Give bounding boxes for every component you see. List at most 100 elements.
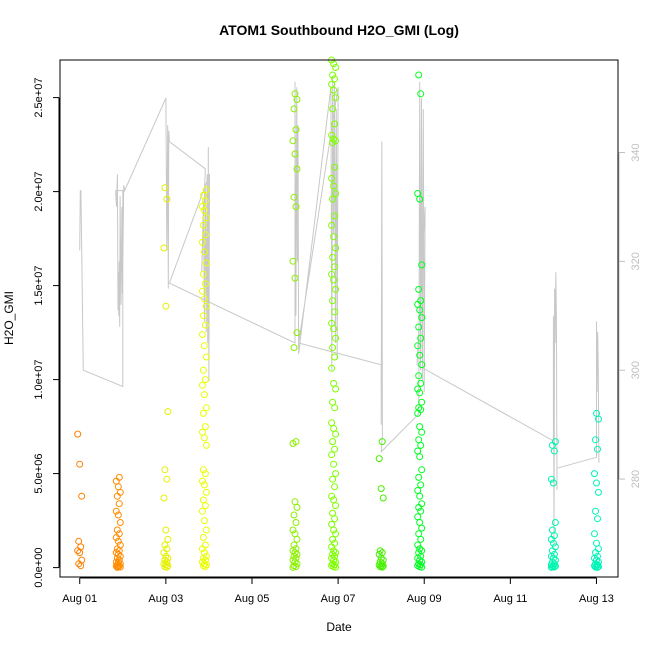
data-point — [414, 409, 422, 417]
data-point — [332, 385, 340, 393]
data-point — [202, 353, 210, 361]
data-point — [550, 447, 558, 455]
data-point — [201, 321, 209, 329]
data-point — [329, 398, 337, 406]
secondary-series-line — [79, 76, 600, 545]
data-point — [378, 563, 386, 571]
data-point — [112, 534, 120, 541]
data-point — [416, 519, 424, 526]
data-point — [331, 120, 339, 128]
data-point — [414, 487, 422, 494]
data-point — [330, 425, 338, 432]
x-tick-label: Aug 11 — [493, 593, 527, 605]
data-point — [418, 466, 426, 474]
data-point — [332, 563, 340, 571]
data-point — [332, 470, 340, 478]
data-point — [200, 517, 208, 525]
data-point — [549, 539, 557, 547]
data-point — [332, 244, 340, 252]
x-tick-label: Aug 09 — [407, 593, 442, 605]
data-point — [417, 334, 425, 342]
data-point — [198, 331, 206, 338]
data-point — [332, 502, 340, 510]
x-tick-label: Aug 03 — [148, 593, 183, 605]
data-point — [116, 519, 124, 526]
data-point — [418, 361, 426, 369]
data-point — [378, 438, 386, 446]
data-point — [331, 163, 339, 171]
data-point — [332, 190, 340, 197]
y-axis-label: H2O_GMI — [2, 291, 16, 345]
y2-tick-label: 300 — [630, 361, 642, 379]
data-point — [201, 502, 209, 510]
data-point — [591, 530, 598, 538]
data-point — [331, 483, 339, 491]
data-point — [75, 537, 83, 545]
data-point — [416, 423, 424, 431]
data-point — [292, 203, 300, 211]
data-point — [161, 541, 169, 549]
data-point — [200, 342, 208, 350]
data-point — [329, 253, 337, 261]
data-point — [202, 441, 210, 449]
data-point — [415, 530, 423, 538]
data-point — [113, 563, 121, 571]
data-point — [418, 563, 426, 571]
data-point — [200, 434, 208, 442]
data-point — [332, 285, 340, 293]
y2-tick-label: 280 — [630, 470, 642, 488]
data-point — [416, 492, 424, 500]
data-point — [328, 174, 336, 182]
data-point — [198, 507, 206, 515]
data-point — [164, 535, 172, 543]
y-tick-label: 2.5e+07 — [33, 78, 45, 118]
data-point — [331, 308, 339, 316]
data-point — [331, 515, 339, 523]
data-point — [293, 165, 301, 173]
data-point — [289, 257, 297, 265]
data-point — [74, 430, 82, 438]
data-point — [328, 221, 336, 229]
data-point — [330, 379, 338, 387]
data-point — [331, 75, 339, 83]
data-point — [161, 466, 169, 474]
data-point — [163, 195, 171, 203]
data-point — [200, 206, 208, 214]
data-point — [328, 543, 336, 551]
data-point — [164, 408, 172, 416]
data-point — [418, 524, 426, 532]
data-point — [416, 351, 424, 359]
data-point — [164, 562, 172, 570]
data-point — [414, 447, 422, 455]
data-point — [331, 263, 339, 271]
data-point — [415, 285, 423, 293]
data-point — [415, 323, 423, 331]
data-point — [290, 344, 298, 352]
data-point — [74, 547, 82, 555]
data-point — [291, 274, 299, 282]
data-point — [115, 562, 123, 570]
data-point — [330, 526, 338, 534]
data-point — [75, 560, 83, 568]
data-point — [200, 391, 208, 399]
data-point — [593, 479, 600, 487]
data-point — [161, 556, 169, 564]
data-point — [331, 212, 339, 220]
chart-title: ATOM1 Southbound H2O_GMI (Log) — [219, 22, 459, 38]
data-point — [379, 494, 387, 502]
data-point — [591, 470, 598, 478]
data-point — [329, 509, 337, 517]
y-tick-label: 0.0e+00 — [33, 548, 45, 588]
data-point — [592, 507, 599, 515]
axis-layer: Aug 01 Aug 03 Aug 05 Aug 07 Aug 09 Aug 11 Aug … — [33, 78, 642, 605]
data-point — [201, 197, 209, 205]
data-point — [594, 445, 601, 453]
data-point — [198, 381, 206, 389]
data-point — [414, 513, 422, 521]
y-tick-label: 1.0e+07 — [33, 360, 45, 400]
data-point — [292, 126, 300, 134]
data-point — [418, 314, 426, 322]
data-point — [329, 139, 337, 147]
data-point — [78, 492, 86, 500]
